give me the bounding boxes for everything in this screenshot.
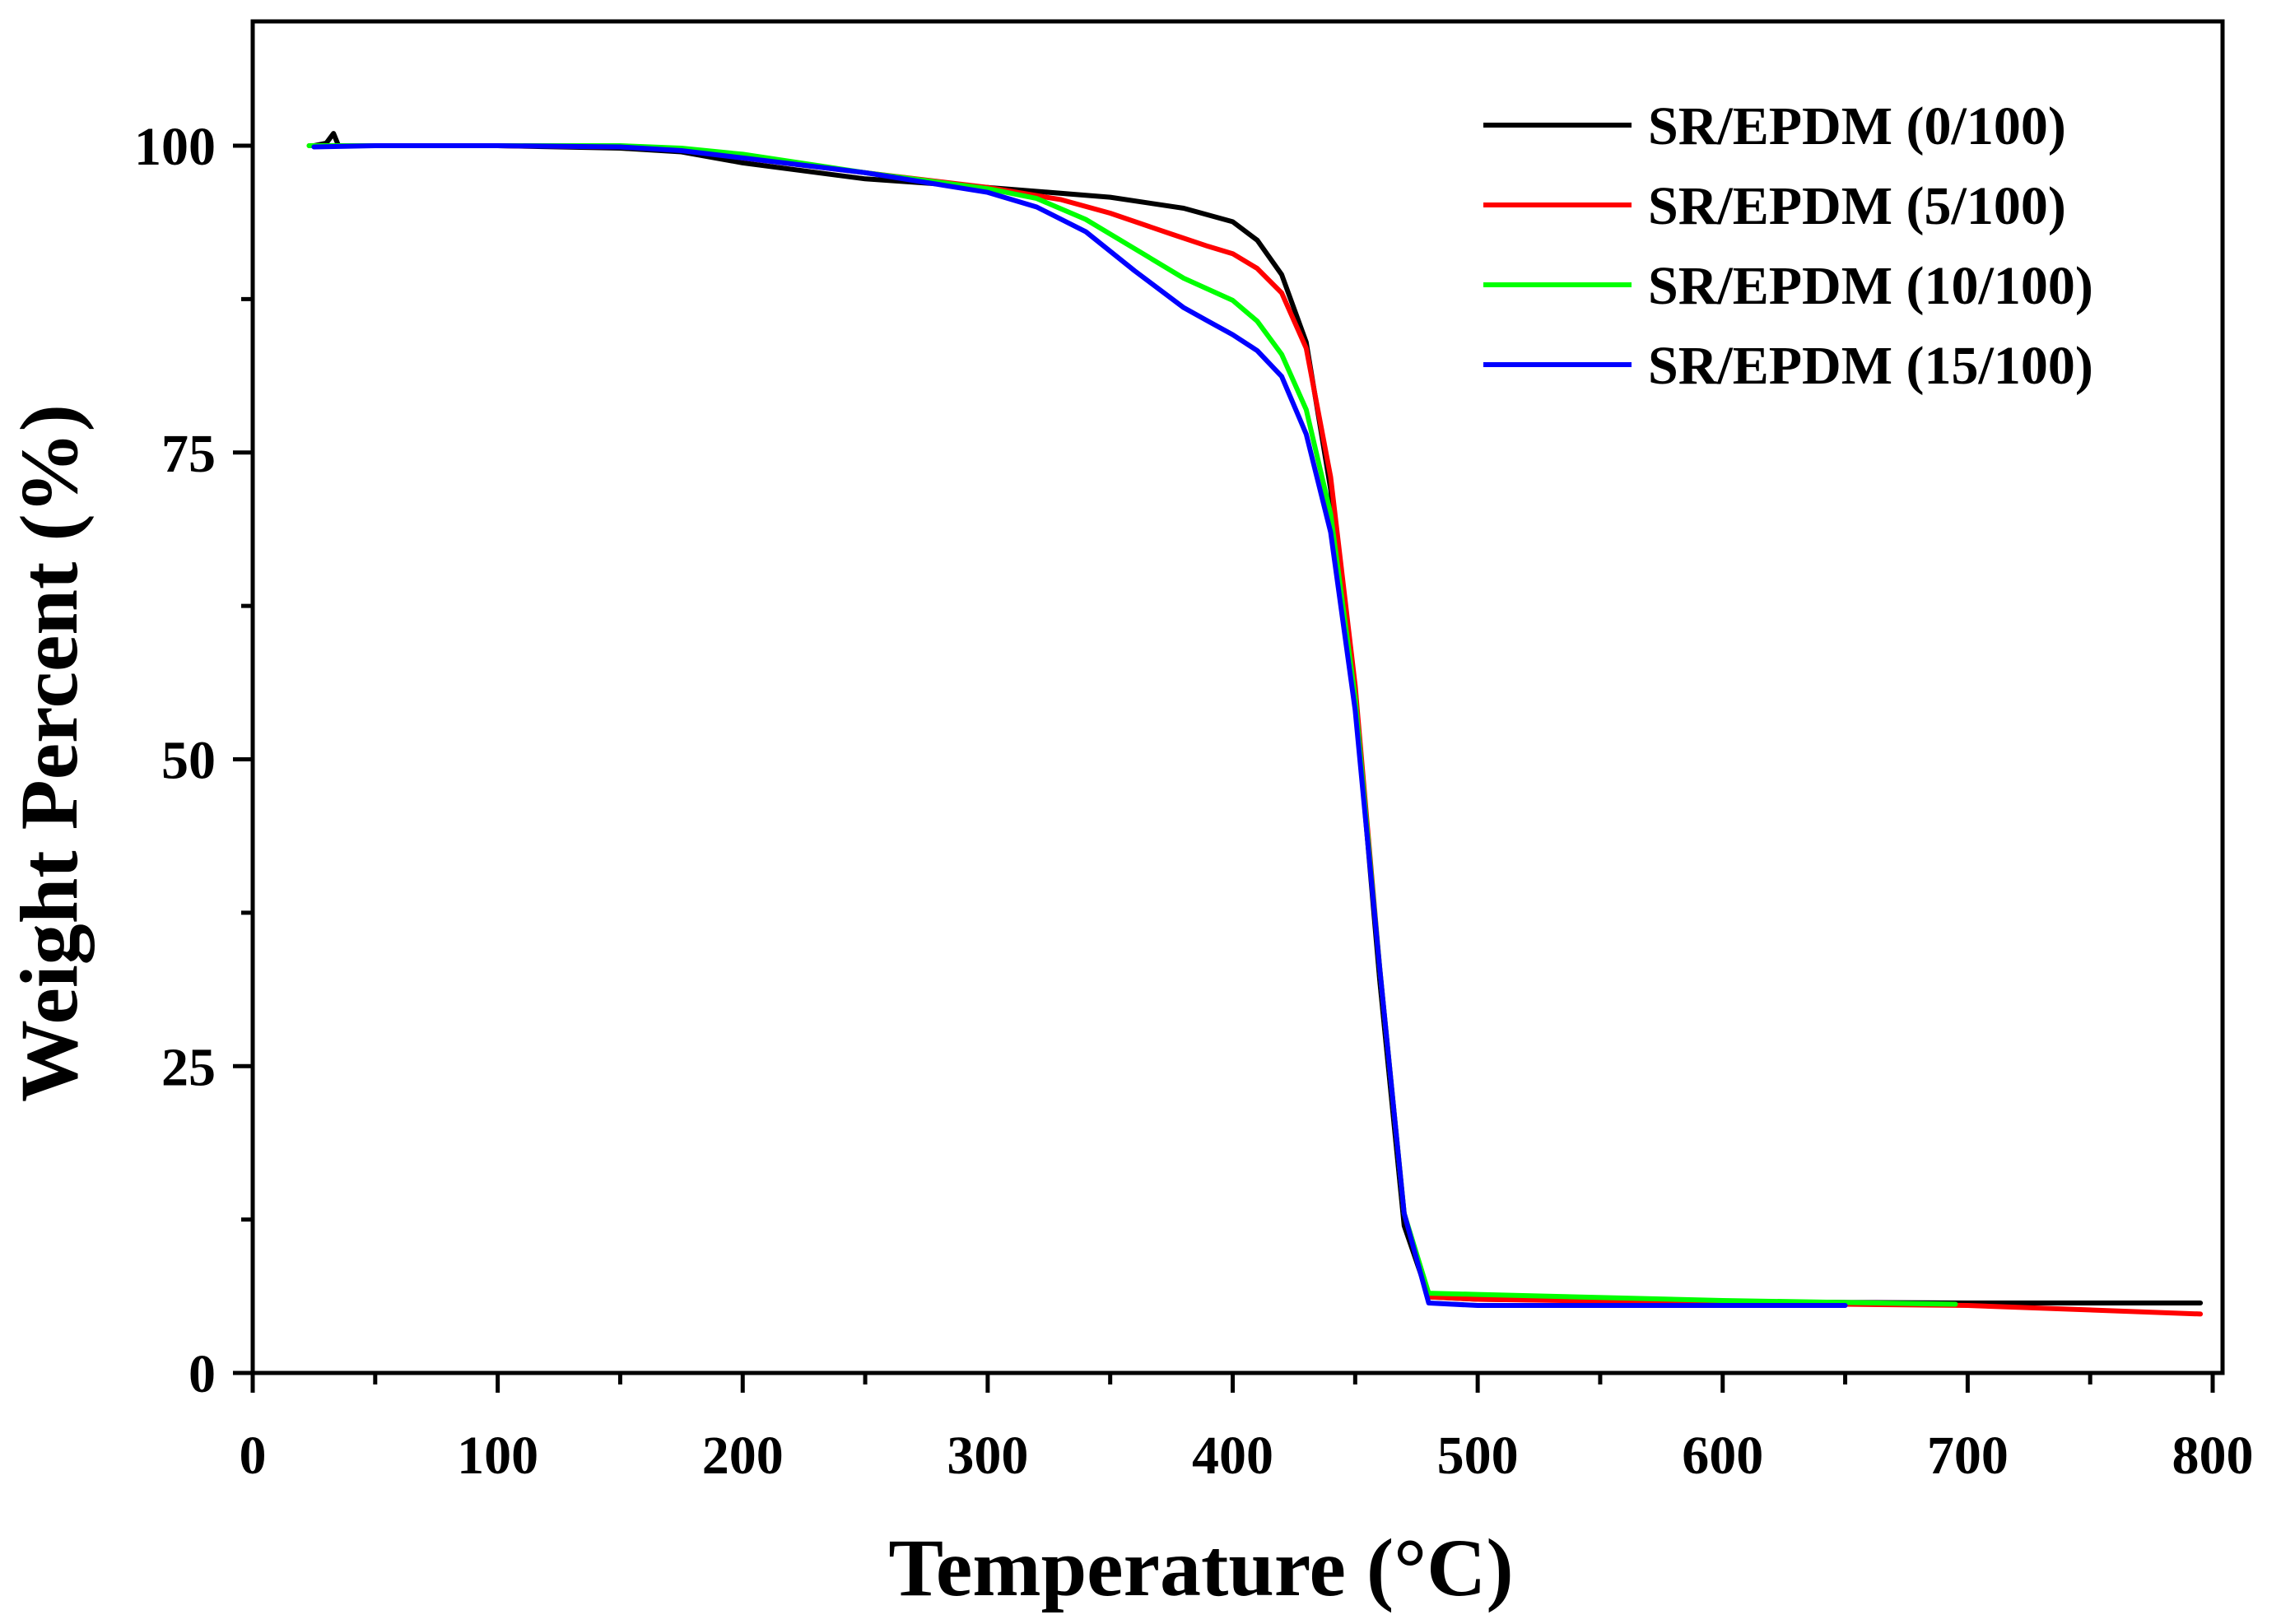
y-tick-label: 25 bbox=[161, 1037, 216, 1097]
x-tick-label: 600 bbox=[1682, 1426, 1763, 1486]
legend: SR/EPDM (0/100) SR/EPDM (5/100) SR/EPDM (1… bbox=[1483, 96, 2093, 396]
x-tick-label: 400 bbox=[1192, 1426, 1273, 1486]
legend-label-0: SR/EPDM (0/100) bbox=[1648, 96, 2066, 156]
series-line-3 bbox=[311, 143, 1848, 1308]
legend-label-1: SR/EPDM (5/100) bbox=[1648, 176, 2066, 236]
x-tick-label: 0 bbox=[240, 1426, 267, 1486]
x-tick-label: 500 bbox=[1437, 1426, 1519, 1486]
axes-layer: 0 100 200 300 400 500 600 700 800 0 25 50 75 100 bbox=[134, 19, 2254, 1486]
y-tick-label: 50 bbox=[161, 731, 216, 791]
x-axis-title: Temperature (°C) bbox=[888, 1522, 1513, 1613]
legend-label-3: SR/EPDM (15/100) bbox=[1648, 336, 2093, 396]
legend-label-2: SR/EPDM (10/100) bbox=[1648, 256, 2093, 316]
plot-frame bbox=[250, 19, 2225, 1375]
x-tick-label: 800 bbox=[2172, 1426, 2254, 1486]
series-line-2 bbox=[306, 143, 1958, 1307]
y-axis-title: Weight Percent (%) bbox=[3, 404, 95, 1102]
y-tick-label: 100 bbox=[134, 117, 216, 177]
x-tick-label: 200 bbox=[702, 1426, 784, 1486]
series-layer bbox=[306, 131, 2204, 1317]
x-tick-label: 700 bbox=[1927, 1426, 2009, 1486]
y-tick-label: 0 bbox=[189, 1344, 216, 1404]
x-tick-label: 100 bbox=[457, 1426, 538, 1486]
y-tick-label: 75 bbox=[161, 424, 216, 484]
x-tick-label: 300 bbox=[947, 1426, 1028, 1486]
